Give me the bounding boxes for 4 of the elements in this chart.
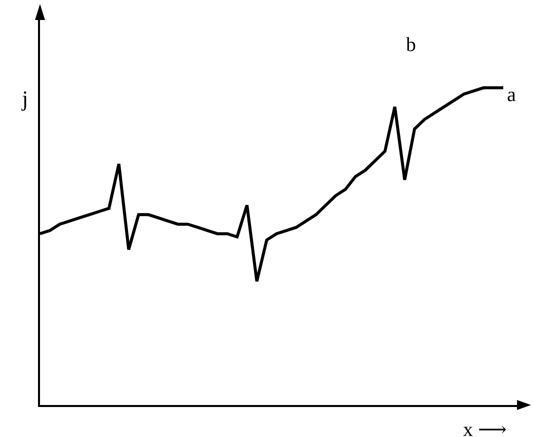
annotation: a	[507, 84, 516, 106]
x-axis-title: x ⟶	[463, 419, 507, 437]
y-axis-title: j	[21, 86, 28, 111]
text: b	[406, 34, 416, 56]
